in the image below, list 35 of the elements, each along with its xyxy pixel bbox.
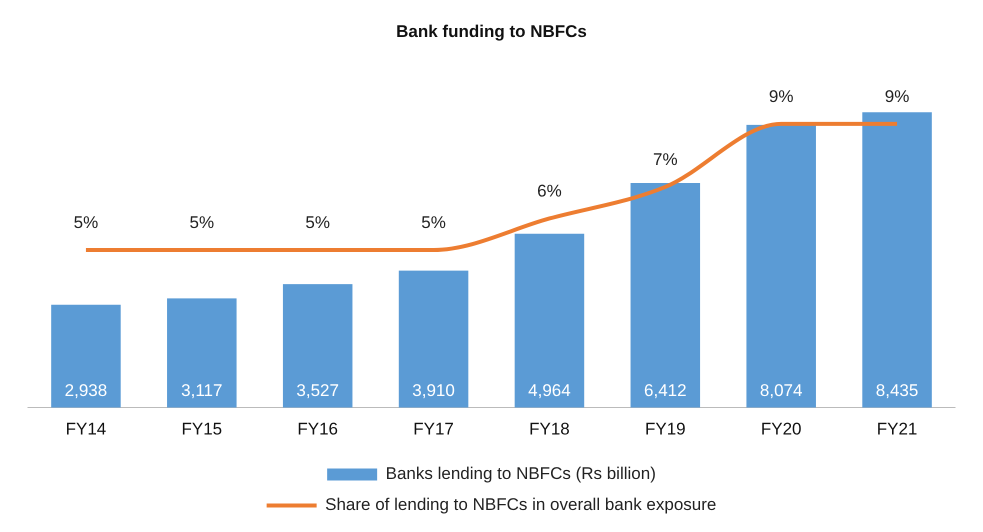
x-tick-label: FY15 [181,419,222,438]
legend-label: Banks lending to NBFCs (Rs billion) [386,464,656,484]
data-label: 8,435 [876,380,918,400]
x-tick-label: FY14 [66,419,106,438]
data-label: 3,527 [296,380,339,400]
x-tick-label: FY16 [297,419,338,438]
data-label: 3,117 [181,380,222,400]
legend-label: Share of lending to NBFCs in overall bank exposure [325,495,716,514]
data-label: 2,938 [64,380,108,400]
data-label: 5% [74,213,98,232]
data-label: 9% [768,87,794,106]
data-label: 9% [884,87,910,106]
data-label: 6,412 [644,380,687,400]
x-tick-label: FY19 [644,419,686,438]
bar [514,234,584,408]
data-label: 5% [421,213,446,232]
data-label: 5% [190,213,214,232]
x-tick-label: FY17 [413,419,454,438]
data-label: 3,910 [412,380,455,400]
x-tick-label: FY18 [529,419,570,438]
data-label: 7% [653,150,678,170]
data-label: 4,964 [528,380,571,400]
bar [167,298,237,408]
x-tick-label: FY20 [760,419,802,438]
data-label: 8,074 [760,380,802,400]
chart-title: Bank funding to NBFCs [396,22,587,41]
x-tick-label: FY21 [876,419,918,438]
bar [746,124,816,408]
bar [862,112,932,408]
data-label: 6% [537,182,562,201]
bar [51,304,121,408]
data-label: 5% [305,213,330,232]
bar [630,183,700,408]
bar [398,270,468,408]
bar [282,284,352,408]
